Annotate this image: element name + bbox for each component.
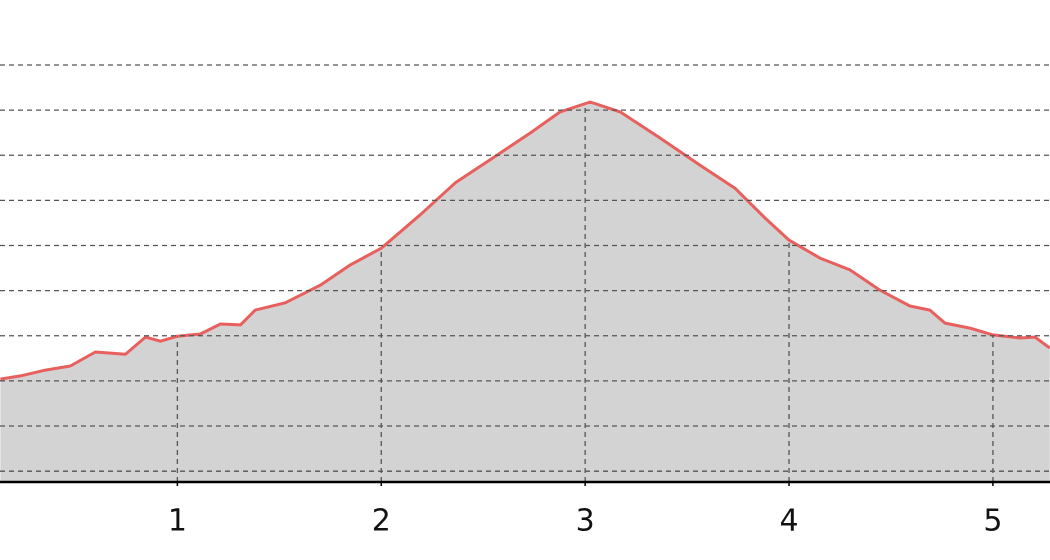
line: [0, 100, 1050, 381]
x-tick-label: 3: [576, 504, 595, 539]
area-layer: [0, 102, 1050, 482]
x-tick-label: 5: [983, 504, 1002, 539]
area-fill: [0, 102, 1050, 482]
x-tick-label: 2: [372, 504, 391, 539]
x-tick-label: 1: [168, 504, 187, 539]
x-tick-label: 4: [779, 504, 798, 539]
front-layer: 1 2 3 4 5: [0, 64, 1050, 539]
